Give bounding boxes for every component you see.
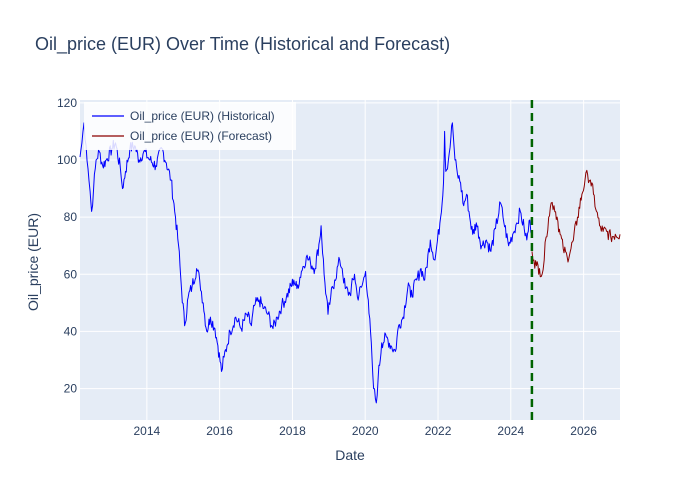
historical-series-line <box>79 122 533 404</box>
forecast-series-line <box>531 169 621 278</box>
y-tick-label: 80 <box>64 210 78 224</box>
y-axis-ticks: 20 40 60 80 100 120 <box>57 96 77 396</box>
x-tick-label: 2014 <box>134 424 161 438</box>
legend-label-historical[interactable]: Oil_price (EUR) (Historical) <box>130 109 275 123</box>
x-tick-label: 2020 <box>352 424 379 438</box>
x-tick-label: 2024 <box>497 424 524 438</box>
y-tick-label: 60 <box>64 267 78 281</box>
y-tick-label: 20 <box>64 382 78 396</box>
x-tick-label: 2018 <box>279 424 306 438</box>
y-tick-label: 100 <box>57 153 77 167</box>
x-tick-label: 2022 <box>425 424 452 438</box>
x-axis-title: Date <box>335 447 365 463</box>
plot-area <box>80 100 620 420</box>
chart-title: Oil_price (EUR) Over Time (Historical an… <box>35 34 450 55</box>
legend-box <box>84 102 296 150</box>
x-tick-label: 2016 <box>206 424 233 438</box>
x-axis-ticks: 2014 2016 2018 2020 2022 2024 2026 <box>134 424 598 438</box>
y-tick-label: 120 <box>57 96 77 110</box>
legend-label-forecast[interactable]: Oil_price (EUR) (Forecast) <box>130 129 272 143</box>
series-layer <box>79 122 621 404</box>
x-tick-label: 2026 <box>570 424 597 438</box>
y-axis-title: Oil_price (EUR) <box>25 213 41 311</box>
grid-lines <box>80 100 620 420</box>
legend[interactable]: Oil_price (EUR) (Historical) Oil_price (E… <box>84 102 296 150</box>
y-tick-label: 40 <box>64 324 78 338</box>
